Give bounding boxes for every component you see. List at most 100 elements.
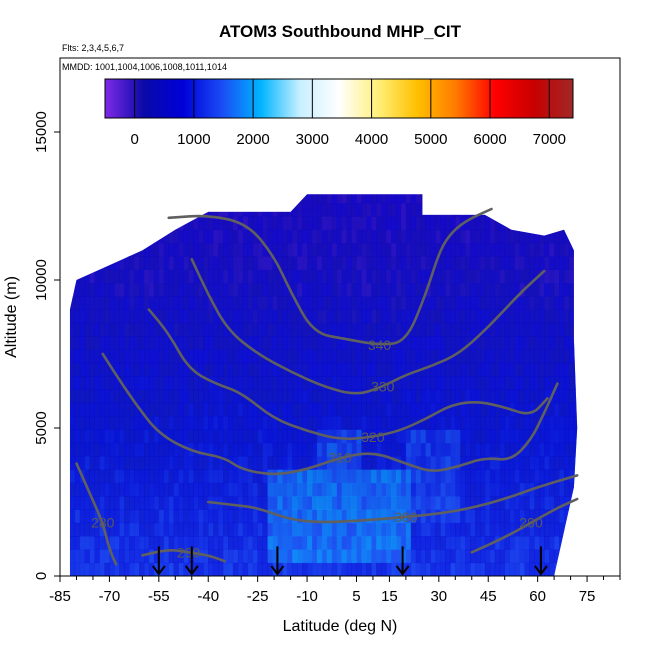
heatmap-cell bbox=[376, 482, 382, 497]
heatmap-cell bbox=[499, 442, 506, 457]
heatmap-cell bbox=[534, 536, 540, 550]
heatmap-cell bbox=[341, 402, 347, 417]
heatmap-cell bbox=[554, 194, 560, 204]
heatmap-cell bbox=[544, 283, 550, 297]
heatmap-cell bbox=[391, 243, 397, 257]
heatmap-cell bbox=[430, 509, 436, 524]
heatmap-cell bbox=[396, 243, 402, 257]
heatmap-cell bbox=[223, 269, 229, 284]
heatmap-cell bbox=[198, 402, 204, 417]
heatmap-cell bbox=[361, 482, 367, 497]
heatmap-cell bbox=[148, 376, 155, 390]
heatmap-cell bbox=[316, 336, 323, 350]
heatmap-cell bbox=[232, 416, 239, 430]
heatmap-cell bbox=[237, 402, 244, 417]
heatmap-cell bbox=[79, 322, 86, 337]
heatmap-cell bbox=[237, 296, 244, 310]
heatmap-cell bbox=[114, 469, 120, 484]
heatmap-cell bbox=[163, 456, 170, 470]
heatmap-cell bbox=[173, 496, 179, 510]
heatmap-cell bbox=[564, 402, 570, 417]
heatmap-cell bbox=[173, 416, 179, 430]
heatmap-cell bbox=[94, 336, 100, 350]
heatmap-cell bbox=[489, 429, 496, 444]
heatmap-cell bbox=[361, 509, 367, 524]
heatmap-cell bbox=[524, 296, 530, 310]
heatmap-cell bbox=[307, 203, 313, 217]
heatmap-cell bbox=[331, 389, 338, 404]
heatmap-cell bbox=[134, 309, 140, 324]
heatmap-cell bbox=[480, 376, 486, 390]
heatmap-cell bbox=[79, 549, 86, 564]
heatmap-cell bbox=[460, 194, 466, 204]
heatmap-cell bbox=[524, 456, 530, 470]
heatmap-cell bbox=[119, 216, 125, 231]
heatmap-cell bbox=[277, 349, 283, 364]
heatmap-cell bbox=[277, 256, 283, 270]
heatmap-cell bbox=[400, 309, 407, 324]
heatmap-cell bbox=[203, 469, 209, 484]
heatmap-cell bbox=[232, 402, 239, 417]
heatmap-cell bbox=[237, 283, 244, 297]
contour-line-320 bbox=[147, 308, 549, 441]
heatmap-cell bbox=[554, 322, 560, 337]
heatmap-cell bbox=[391, 256, 397, 270]
heatmap-cell bbox=[312, 429, 318, 444]
heatmap-cell bbox=[168, 456, 174, 470]
heatmap-cell bbox=[539, 229, 545, 244]
heatmap-cell bbox=[341, 536, 347, 550]
heatmap-cell bbox=[420, 216, 426, 231]
heatmap-cell bbox=[534, 336, 540, 350]
heatmap-cell bbox=[198, 296, 204, 310]
heatmap-cell bbox=[386, 243, 392, 257]
heatmap-cell bbox=[391, 442, 397, 457]
heatmap-cell bbox=[573, 269, 578, 284]
x-tick-label: -40 bbox=[197, 588, 219, 605]
heatmap-cell bbox=[386, 349, 392, 364]
heatmap-cell bbox=[430, 309, 436, 324]
heatmap-cell bbox=[465, 549, 471, 564]
heatmap-cell bbox=[331, 336, 338, 350]
heatmap-cell bbox=[405, 283, 412, 297]
heatmap-cell bbox=[529, 376, 535, 390]
heatmap-cell bbox=[470, 509, 476, 524]
heatmap-cell bbox=[139, 256, 145, 270]
heatmap-cell bbox=[504, 229, 510, 244]
heatmap-cell bbox=[346, 522, 352, 537]
heatmap-cell bbox=[529, 194, 535, 204]
heatmap-cell bbox=[302, 496, 308, 510]
heatmap-cell bbox=[504, 522, 510, 537]
heatmap-cell bbox=[297, 562, 303, 576]
heatmap-cell bbox=[178, 376, 184, 390]
heatmap-cell bbox=[198, 229, 204, 244]
heatmap-cell bbox=[124, 229, 130, 244]
heatmap-cell bbox=[257, 389, 263, 404]
heatmap-cell bbox=[573, 509, 578, 524]
heatmap-cell bbox=[396, 402, 402, 417]
heatmap-cell bbox=[104, 296, 110, 310]
heatmap-cell bbox=[460, 349, 466, 364]
heatmap-cell bbox=[158, 269, 165, 284]
heatmap-cell bbox=[312, 283, 318, 297]
heatmap-cell bbox=[494, 216, 501, 231]
heatmap-cell bbox=[252, 456, 258, 470]
heatmap-cell bbox=[148, 402, 155, 417]
heatmap-cell bbox=[153, 482, 160, 497]
heatmap-cell bbox=[559, 216, 565, 231]
heatmap-cell bbox=[346, 429, 352, 444]
heatmap-cell bbox=[326, 469, 333, 484]
heatmap-cell bbox=[173, 229, 179, 244]
heatmap-cell bbox=[193, 243, 199, 257]
heatmap-cell bbox=[89, 389, 95, 404]
heatmap-cell bbox=[494, 336, 501, 350]
heatmap-cell bbox=[366, 322, 372, 337]
heatmap-cell bbox=[208, 562, 214, 576]
heatmap-cell bbox=[94, 229, 100, 244]
heatmap-cell bbox=[519, 296, 525, 310]
heatmap-cell bbox=[168, 309, 174, 324]
heatmap-cell bbox=[405, 203, 412, 217]
heatmap-cell bbox=[499, 429, 506, 444]
heatmap-cell bbox=[573, 336, 578, 350]
heatmap-cell bbox=[346, 442, 352, 457]
heatmap-cell bbox=[504, 496, 510, 510]
